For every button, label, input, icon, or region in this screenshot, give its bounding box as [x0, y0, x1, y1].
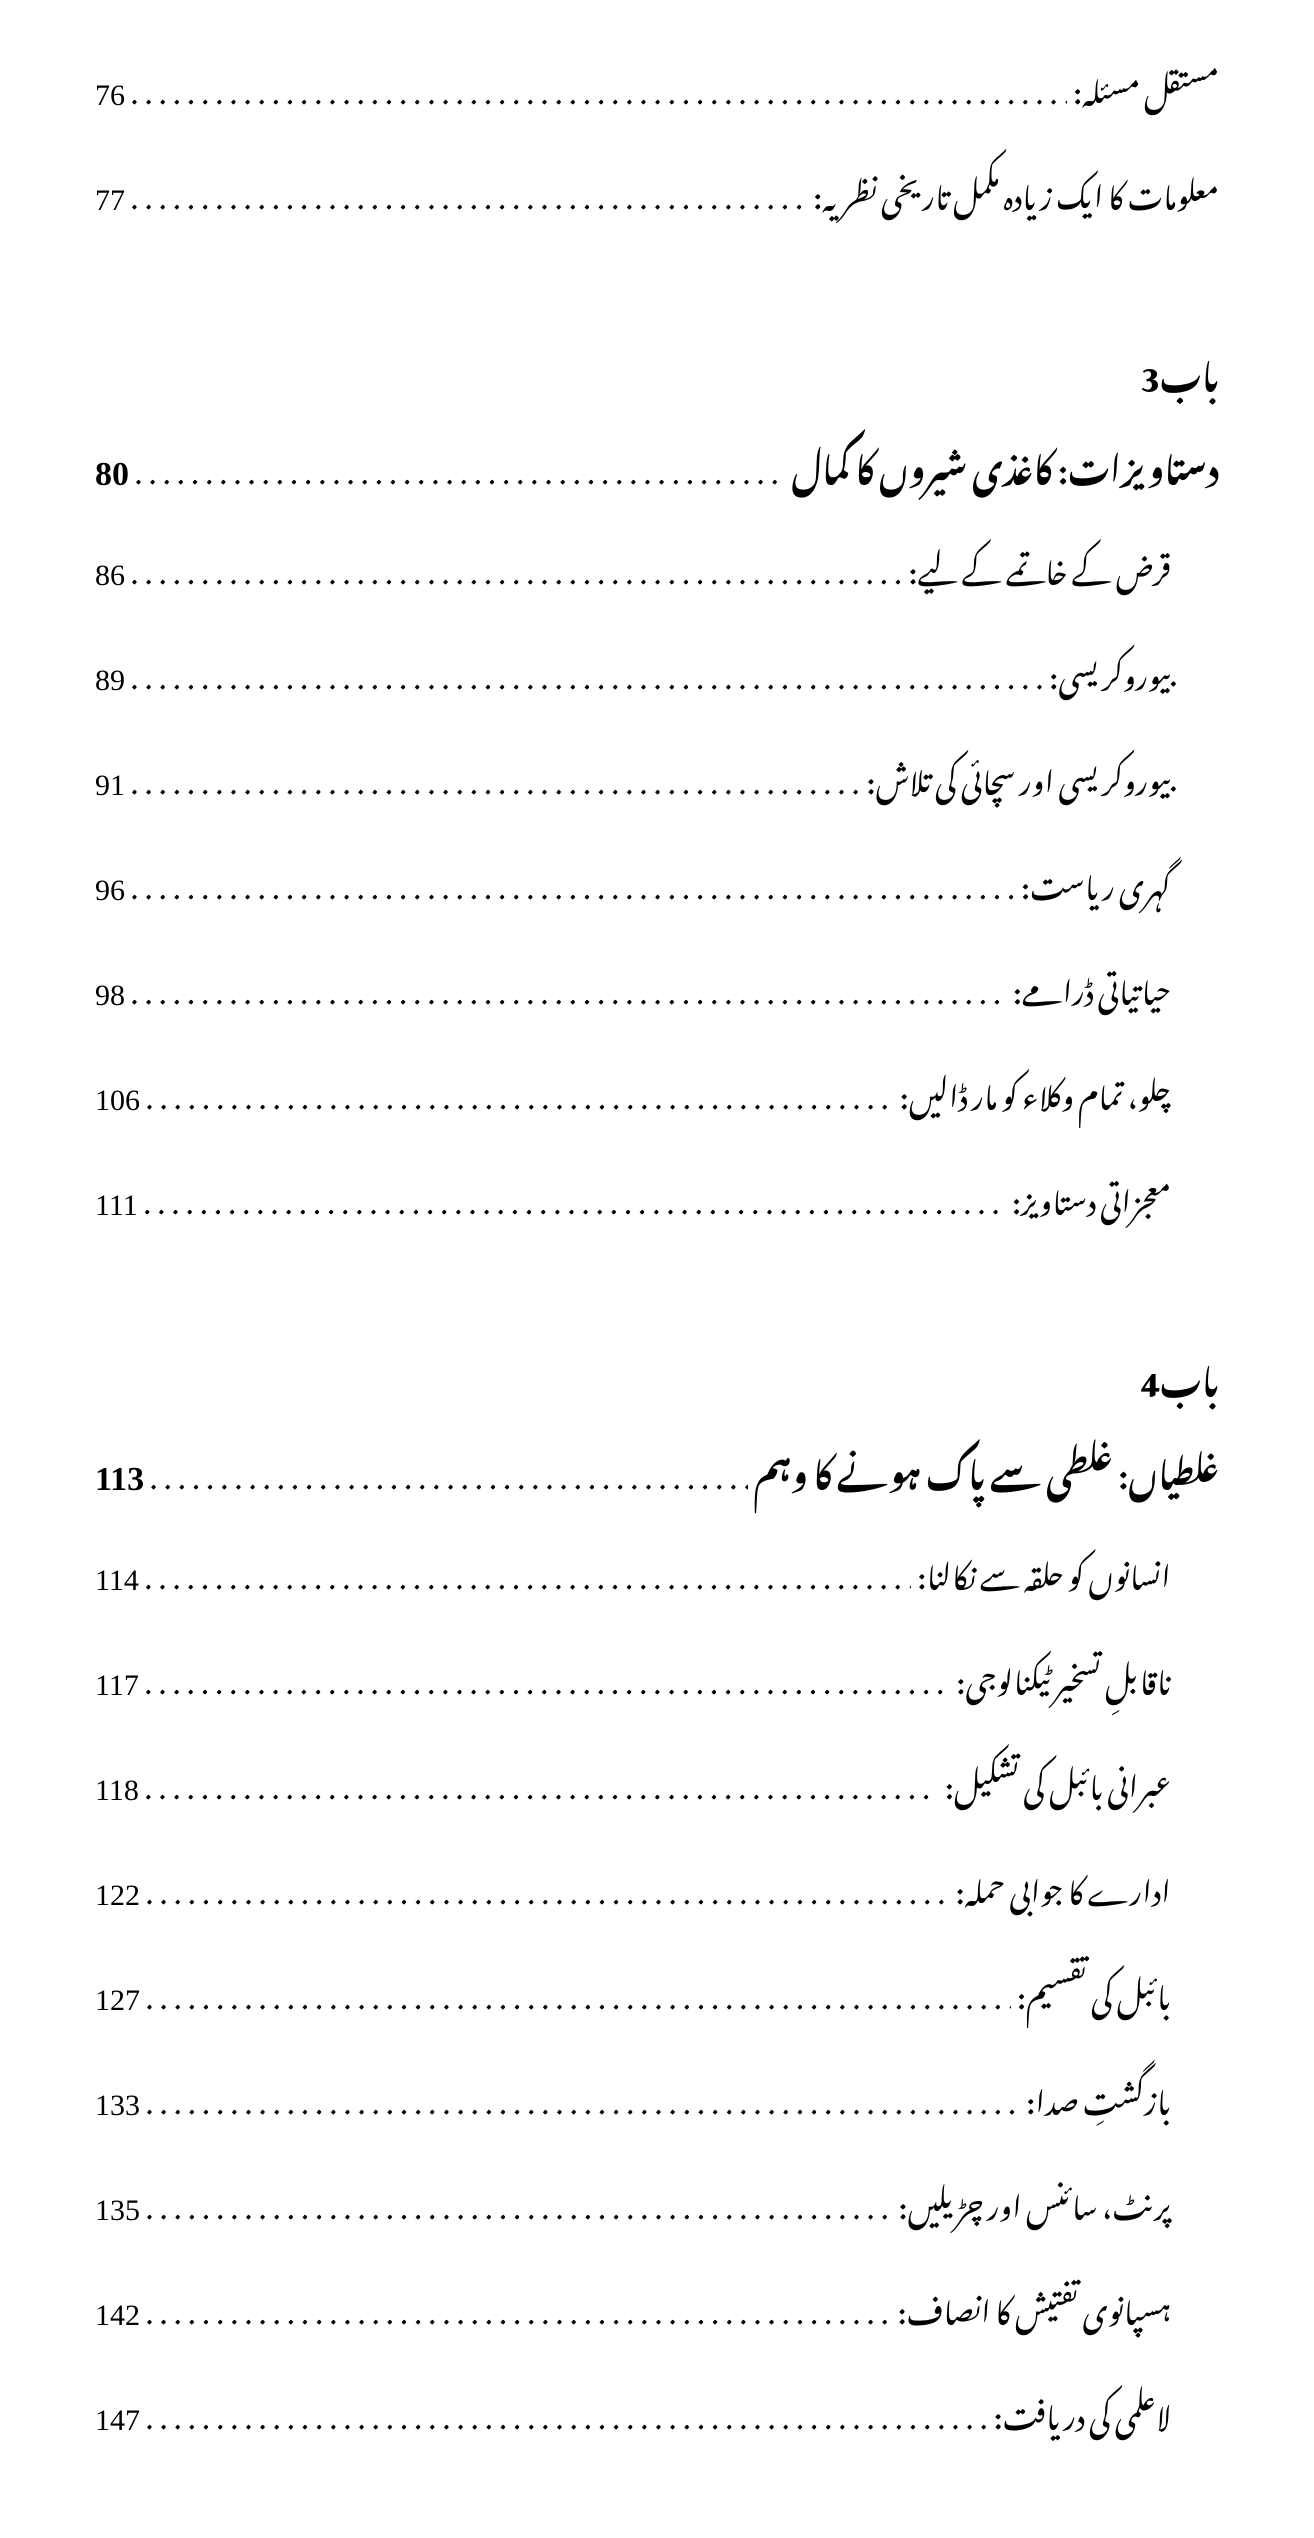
dot-leader: . . . . . . . . . . . . . . . . . . . . … [131, 161, 807, 226]
chapter-4-head: باب4 [95, 1333, 1219, 1418]
toc-entry: گہری ریاست: . . . . . . . . . . . . . . … [95, 843, 1219, 918]
toc-entry: ہسپانوی تفتیش کا انصاف: . . . . . . . . … [95, 2268, 1219, 2343]
dot-leader: . . . . . . . . . . . . . . . . . . . . … [146, 1961, 1011, 2026]
toc-entry: ناقابلِ تسخیر ٹیکنالوجی: . . . . . . . .… [95, 1638, 1219, 1713]
chapter-3-title: دستاویزات: کاغذی شیروں کا کمال [792, 421, 1219, 506]
entry-page: 142 [95, 2299, 140, 2333]
dot-leader: . . . . . . . . . . . . . . . . . . . . … [146, 2381, 987, 2446]
toc-entry: چلو، تمام وکلاء کو مار ڈالیں: . . . . . … [95, 1053, 1219, 1128]
dot-leader: . . . . . . . . . . . . . . . . . . . . … [145, 1541, 911, 1606]
entry-label: بازگشتِ صدا: [1026, 2058, 1171, 2133]
entry-label: بائبل کی تقسیم: [1017, 1953, 1171, 2028]
entry-label: معجزاتی دستاویز: [1012, 1158, 1171, 1233]
entry-page: 76 [95, 79, 125, 113]
toc-entry: پرنٹ، سائنس اور چڑیلیں: . . . . . . . . … [95, 2163, 1219, 2238]
entry-label: حیاتیاتی ڈرامے: [1012, 948, 1171, 1023]
entry-label: بیوروکریسی اور سچائی کی تلاش: [866, 738, 1171, 813]
entry-page: 77 [95, 184, 125, 218]
toc-entry: عبرانی بائبل کی تشکیل: . . . . . . . . .… [95, 1743, 1219, 1818]
entry-label: قرض کے خاتمے کے لیے: [908, 528, 1171, 603]
entry-page: 133 [95, 2089, 140, 2123]
dot-leader: . . . . . . . . . . . . . . . . . . . . … [146, 2066, 1020, 2131]
dot-leader: . . . . . . . . . . . . . . . . . . . . … [145, 1646, 950, 1711]
entry-page: 135 [95, 2194, 140, 2228]
dot-leader: . . . . . . . . . . . . . . . . . . . . … [131, 746, 860, 811]
toc-entry: انسانوں کو حلقہ سے نکالنا: . . . . . . .… [95, 1533, 1219, 1608]
entry-label: انسانوں کو حلقہ سے نکالنا: [917, 1533, 1171, 1608]
entry-page: 118 [95, 1774, 139, 1808]
entry-label: ناقابلِ تسخیر ٹیکنالوجی: [956, 1638, 1171, 1713]
entry-page: 89 [95, 664, 125, 698]
toc-entry: لاعلمی کی دریافت: . . . . . . . . . . . … [95, 2373, 1219, 2448]
entry-label: لاعلمی کی دریافت: [993, 2373, 1171, 2448]
toc-entry: بیوروکریسی اور سچائی کی تلاش: . . . . . … [95, 738, 1219, 813]
chapter-4-title-row: غلطیاں: غلطی سے پاک ہونے کا وہم . . . . … [95, 1426, 1219, 1511]
entry-label: گہری ریاست: [1021, 843, 1171, 918]
dot-leader: . . . . . . . . . . . . . . . . . . . . … [131, 641, 1043, 706]
toc-entry: ادارے کا جوابی حملہ: . . . . . . . . . .… [95, 1848, 1219, 1923]
entry-label: پرنٹ، سائنس اور چڑیلیں: [898, 2163, 1171, 2238]
entry-page: 91 [95, 769, 125, 803]
entry-page: 114 [95, 1564, 139, 1598]
entry-page: 96 [95, 874, 125, 908]
chapter-4-title: غلطیاں: غلطی سے پاک ہونے کا وہم [754, 1426, 1219, 1511]
chapter-4-page: 113 [95, 1461, 144, 1499]
dot-leader: . . . . . . . . . . . . . . . . . . . . … [131, 851, 1015, 916]
entry-page: 98 [95, 979, 125, 1013]
toc-entry: قرض کے خاتمے کے لیے: . . . . . . . . . .… [95, 528, 1219, 603]
entry-page: 122 [95, 1879, 140, 1913]
toc-entry: بازگشتِ صدا: . . . . . . . . . . . . . .… [95, 2058, 1219, 2133]
dot-leader: . . . . . . . . . . . . . . . . . . . . … [131, 56, 1067, 121]
toc-entry: معلومات کا ایک زیادہ مکمل تاریخی نظریہ: … [95, 153, 1219, 228]
chapter-3-head: باب3 [95, 328, 1219, 413]
dot-leader: . . . . . . . . . . . . . . . . . . . . … [146, 1856, 949, 1921]
entry-page: 106 [95, 1084, 140, 1118]
dot-leader: . . . . . . . . . . . . . . . . . . . . … [135, 436, 786, 501]
page-container: مستقل مسئلہ: . . . . . . . . . . . . . .… [0, 0, 1314, 2538]
chapter-3-title-row: دستاویزات: کاغذی شیروں کا کمال . . . . .… [95, 421, 1219, 506]
entry-label: بیوروکریسی: [1049, 633, 1171, 708]
dot-leader: . . . . . . . . . . . . . . . . . . . . … [146, 1061, 893, 1126]
toc-entry: معجزاتی دستاویز: . . . . . . . . . . . .… [95, 1158, 1219, 1233]
entry-label: ہسپانوی تفتیش کا انصاف: [897, 2268, 1171, 2343]
dot-leader: . . . . . . . . . . . . . . . . . . . . … [150, 1441, 748, 1506]
toc-entry: حیاتیاتی ڈرامے: . . . . . . . . . . . . … [95, 948, 1219, 1023]
entry-page: 111 [95, 1189, 138, 1223]
entry-page: 127 [95, 1984, 140, 2018]
entry-page: 147 [95, 2404, 140, 2438]
entry-label: عبرانی بائبل کی تشکیل: [944, 1743, 1171, 1818]
entry-page: 117 [95, 1669, 139, 1703]
toc-entry: بیوروکریسی: . . . . . . . . . . . . . . … [95, 633, 1219, 708]
entry-label: چلو، تمام وکلاء کو مار ڈالیں: [899, 1053, 1171, 1128]
entry-label: معلومات کا ایک زیادہ مکمل تاریخی نظریہ: [813, 153, 1219, 228]
entry-label: مستقل مسئلہ: [1073, 48, 1219, 123]
dot-leader: . . . . . . . . . . . . . . . . . . . . … [145, 1751, 939, 1816]
chapter-3-page: 80 [95, 456, 129, 494]
dot-leader: . . . . . . . . . . . . . . . . . . . . … [144, 1166, 1006, 1231]
entry-page: 86 [95, 559, 125, 593]
dot-leader: . . . . . . . . . . . . . . . . . . . . … [146, 2276, 891, 2341]
toc-entry: مستقل مسئلہ: . . . . . . . . . . . . . .… [95, 48, 1219, 123]
dot-leader: . . . . . . . . . . . . . . . . . . . . … [131, 956, 1006, 1021]
dot-leader: . . . . . . . . . . . . . . . . . . . . … [146, 2171, 892, 2236]
dot-leader: . . . . . . . . . . . . . . . . . . . . … [131, 536, 902, 601]
entry-label: ادارے کا جوابی حملہ: [955, 1848, 1171, 1923]
toc-entry: بائبل کی تقسیم: . . . . . . . . . . . . … [95, 1953, 1219, 2028]
